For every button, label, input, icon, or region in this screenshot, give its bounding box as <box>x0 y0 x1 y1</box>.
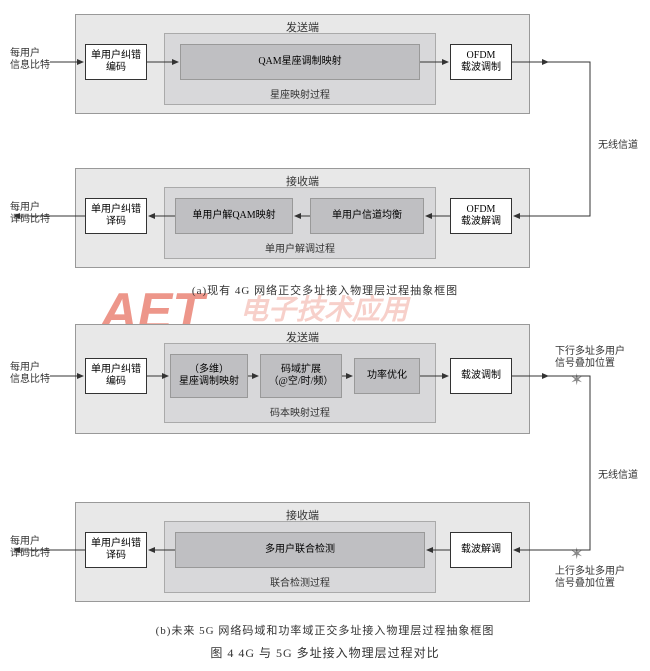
p2-box-deqam: 单用户解QAM映射 <box>175 198 293 234</box>
p3-star-icon: ✶ <box>570 370 583 390</box>
diagram-root: AET 电子技术应用 www.ChinaAET.com 发送端 星座映射过程 每… <box>0 0 650 671</box>
p4-side-label: 每用户 译码比特 <box>10 536 50 560</box>
p2-box-equal: 单用户信道均衡 <box>310 198 424 234</box>
panel-2-inner-title: 单用户解调过程 <box>165 240 435 255</box>
p3-box-encode: 单用户纠错 编码 <box>85 358 147 394</box>
p3-box-mod: 载波调制 <box>450 358 512 394</box>
panel-4-inner-title: 联合检测过程 <box>165 574 435 589</box>
link-34-label: 无线信道 <box>598 470 638 482</box>
p3-box-power: 功率优化 <box>354 358 420 394</box>
p3-box-spread: 码域扩展 （@空/时/频） <box>260 354 342 398</box>
p4-box-demod: 载波解调 <box>450 532 512 568</box>
panel-3-inner-title: 码本映射过程 <box>165 404 435 419</box>
caption-b: (b)未来 5G 网络码域和功率域正交多址接入物理层过程抽象框图 <box>0 622 650 638</box>
link-12-label: 无线信道 <box>598 140 638 152</box>
p1-box-ofdm: OFDM 载波调制 <box>450 44 512 80</box>
p1-box-encode: 单用户纠错 编码 <box>85 44 147 80</box>
p4-box-decode: 单用户纠错 译码 <box>85 532 147 568</box>
caption-a: (a)现有 4G 网络正交多址接入物理层过程抽象框图 <box>0 282 650 298</box>
p1-box-qam: QAM星座调制映射 <box>180 44 420 80</box>
p1-side-label: 每用户 信息比特 <box>10 48 50 72</box>
p4-star-icon: ✶ <box>570 544 583 564</box>
p3-side-label-r: 下行多址多用户 信号叠加位置 <box>555 346 625 370</box>
p4-box-joint: 多用户联合检测 <box>175 532 425 568</box>
panel-1-inner-title: 星座映射过程 <box>165 86 435 101</box>
p2-box-decode: 单用户纠错 译码 <box>85 198 147 234</box>
p3-box-constel: （多维） 星座调制映射 <box>170 354 248 398</box>
p2-box-ofdm: OFDM 载波解调 <box>450 198 512 234</box>
p3-side-label: 每用户 信息比特 <box>10 362 50 386</box>
p4-side-label-r: 上行多址多用户 信号叠加位置 <box>555 566 625 590</box>
caption-fig: 图 4 4G 与 5G 多址接入物理层过程对比 <box>0 644 650 661</box>
p2-side-label: 每用户 译码比特 <box>10 202 50 226</box>
